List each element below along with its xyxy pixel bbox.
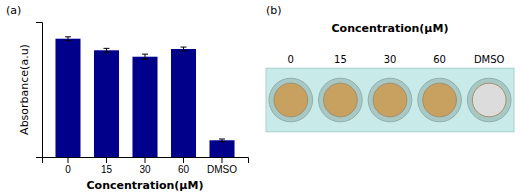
plot: 0 15 30 60 DMSOConcentration(μM) Absorbance(a… [18,23,249,193]
error-cap [65,40,71,41]
error-cap [103,48,109,49]
error-stem [145,54,146,59]
panel: (b) Concentration(μM) 0 15 30 60 DMSO [266,4,514,132]
well [373,83,407,117]
x-tick: 15 [101,157,113,175]
bar [171,49,196,157]
well-ring [269,78,313,122]
x-tick-mark [106,157,107,163]
error-cap [219,141,225,142]
well-label: 0 [288,54,294,65]
bar [209,140,234,157]
error-bar [65,37,71,41]
panel: (a) 0 15 30 60 DMSOConcentration(μM) Absorbanc… [6,4,249,192]
y-axis-title: Absorbance(a.u) [18,44,31,135]
error-cap [181,47,187,48]
x-tick-label: DMSO [207,164,237,175]
x-tick-label: 30 [139,164,151,175]
x-axis-title: Concentration(μM) [87,179,204,192]
error-bar [219,139,225,142]
x-tick: DMSO [207,157,237,175]
x-tick-label: 0 [65,164,71,175]
well-label: 60 [433,54,446,65]
error-cap [142,54,148,55]
well-label: 30 [384,54,397,65]
error-stem [183,47,184,51]
error-stem [106,48,107,52]
well-ring [418,78,462,122]
bar [55,39,80,157]
x-tick-mark [222,157,223,163]
well-ring [368,78,412,122]
x-tick-label: 15 [101,164,113,175]
error-cap [181,50,187,51]
well [423,83,457,117]
well [324,83,358,117]
marks [55,37,234,157]
bar [94,50,119,157]
x-tick: 30 [139,157,151,175]
well-label: DMSO [474,54,505,65]
panel-label: (a) [6,4,21,17]
plate [266,68,514,132]
error-stem [67,37,68,41]
well [472,83,506,117]
x-tick: 60 [178,157,190,175]
well-ring [467,78,511,122]
error-bar [103,48,109,52]
bar [132,57,157,157]
error-bar [142,54,148,59]
well-ring [319,78,363,122]
x-axis: 0 15 30 60 DMSO [43,157,249,175]
well-label: 15 [334,54,347,65]
x-tick-label: 60 [178,164,190,175]
y-axis [36,23,43,158]
error-cap [219,139,225,140]
well [274,83,308,117]
plate-title: Concentration(μM) [332,22,449,35]
error-cap [103,52,109,53]
x-tick: 0 [65,157,71,175]
error-bar [181,47,187,51]
x-tick-mark [67,157,68,163]
figure: (a)0153060DMSOConcentration(μM)Absorbanc… [0,0,520,195]
y-axis-line [36,23,43,158]
panel-label: (b) [266,4,282,17]
error-cap [142,59,148,60]
x-axis-line [43,158,249,164]
x-tick-mark [145,157,146,163]
x-tick-mark [183,157,184,163]
error-cap [65,36,71,37]
